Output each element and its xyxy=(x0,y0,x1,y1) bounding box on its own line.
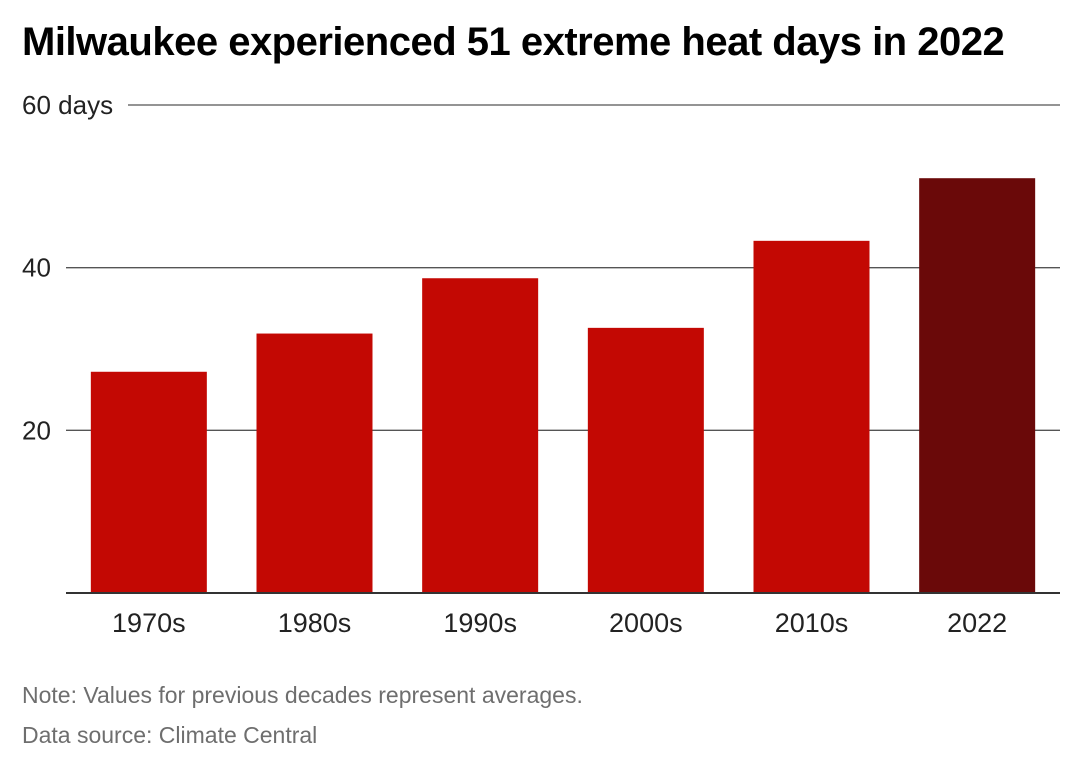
bar-1970s xyxy=(90,371,207,593)
x-tick-label: 1980s xyxy=(278,608,352,638)
data-source: Data source: Climate Central xyxy=(22,722,318,748)
bar-chart: 20 40 60 days 1970s 1980s 1990s 2000s 2010s 2022 xyxy=(22,90,1060,638)
chart-note: Note: Values for previous decades repres… xyxy=(22,682,583,708)
bar-1980s xyxy=(256,333,373,593)
x-tick-label: 2000s xyxy=(609,608,683,638)
bar-1990s xyxy=(422,278,539,593)
x-tick-label: 2010s xyxy=(775,608,849,638)
bar-2010s xyxy=(753,240,870,593)
x-tick-label: 1990s xyxy=(443,608,517,638)
x-tick-label: 2022 xyxy=(947,608,1007,638)
bar-2000s xyxy=(587,327,704,593)
y-tick-label: 20 xyxy=(22,415,51,445)
y-tick-label: 60 days xyxy=(22,90,113,120)
x-tick-label: 1970s xyxy=(112,608,186,638)
bar-2022 xyxy=(919,178,1036,593)
chart-title: Milwaukee experienced 51 extreme heat da… xyxy=(22,20,1005,64)
y-tick-label: 40 xyxy=(22,253,51,283)
